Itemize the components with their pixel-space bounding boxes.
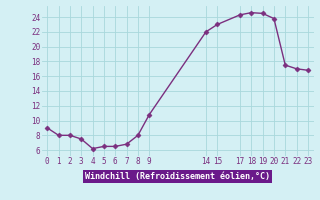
X-axis label: Windchill (Refroidissement éolien,°C): Windchill (Refroidissement éolien,°C): [85, 172, 270, 181]
